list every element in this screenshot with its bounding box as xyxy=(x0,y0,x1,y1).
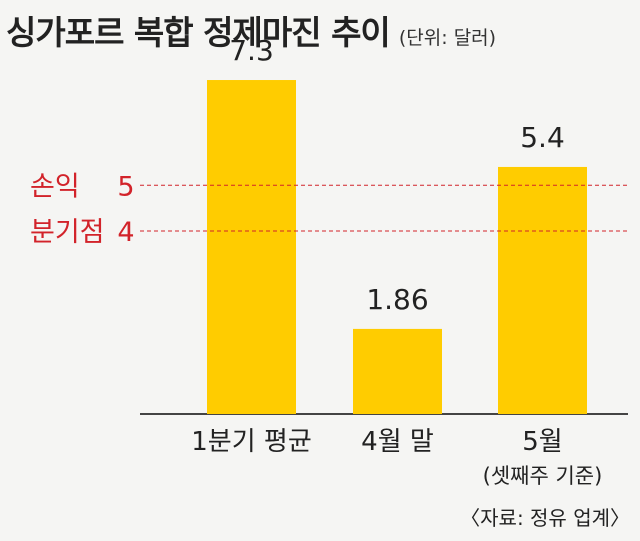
value-label-3: 5.4 xyxy=(520,121,565,154)
reference-tick-1: 5 xyxy=(117,171,134,202)
source-note: 〈자료: 정유 업계〉 xyxy=(460,506,630,530)
value-label-1: 7.3 xyxy=(229,34,274,67)
bar-1 xyxy=(207,80,296,415)
unit-label: (단위: 달러) xyxy=(398,27,497,49)
category-label-1: 1분기 평균 xyxy=(191,427,312,457)
value-label-2: 1.86 xyxy=(366,283,428,316)
bar-3 xyxy=(498,166,587,414)
reference-tick-2: 4 xyxy=(117,217,134,248)
category-sublabel-3: (셋째주 기준) xyxy=(483,464,603,488)
category-label-3: 5월 xyxy=(522,427,562,457)
chart-title-block: 싱가포르 복합 정제마진 추이 (단위: 달러) xyxy=(6,6,496,54)
reference-label-2: 분기점 xyxy=(30,217,105,248)
chart-title: 싱가포르 복합 정제마진 추이 xyxy=(6,13,391,52)
reference-label-1: 손익 xyxy=(30,171,80,202)
category-label-2: 4월 말 xyxy=(361,427,434,457)
bar-2 xyxy=(353,328,442,414)
